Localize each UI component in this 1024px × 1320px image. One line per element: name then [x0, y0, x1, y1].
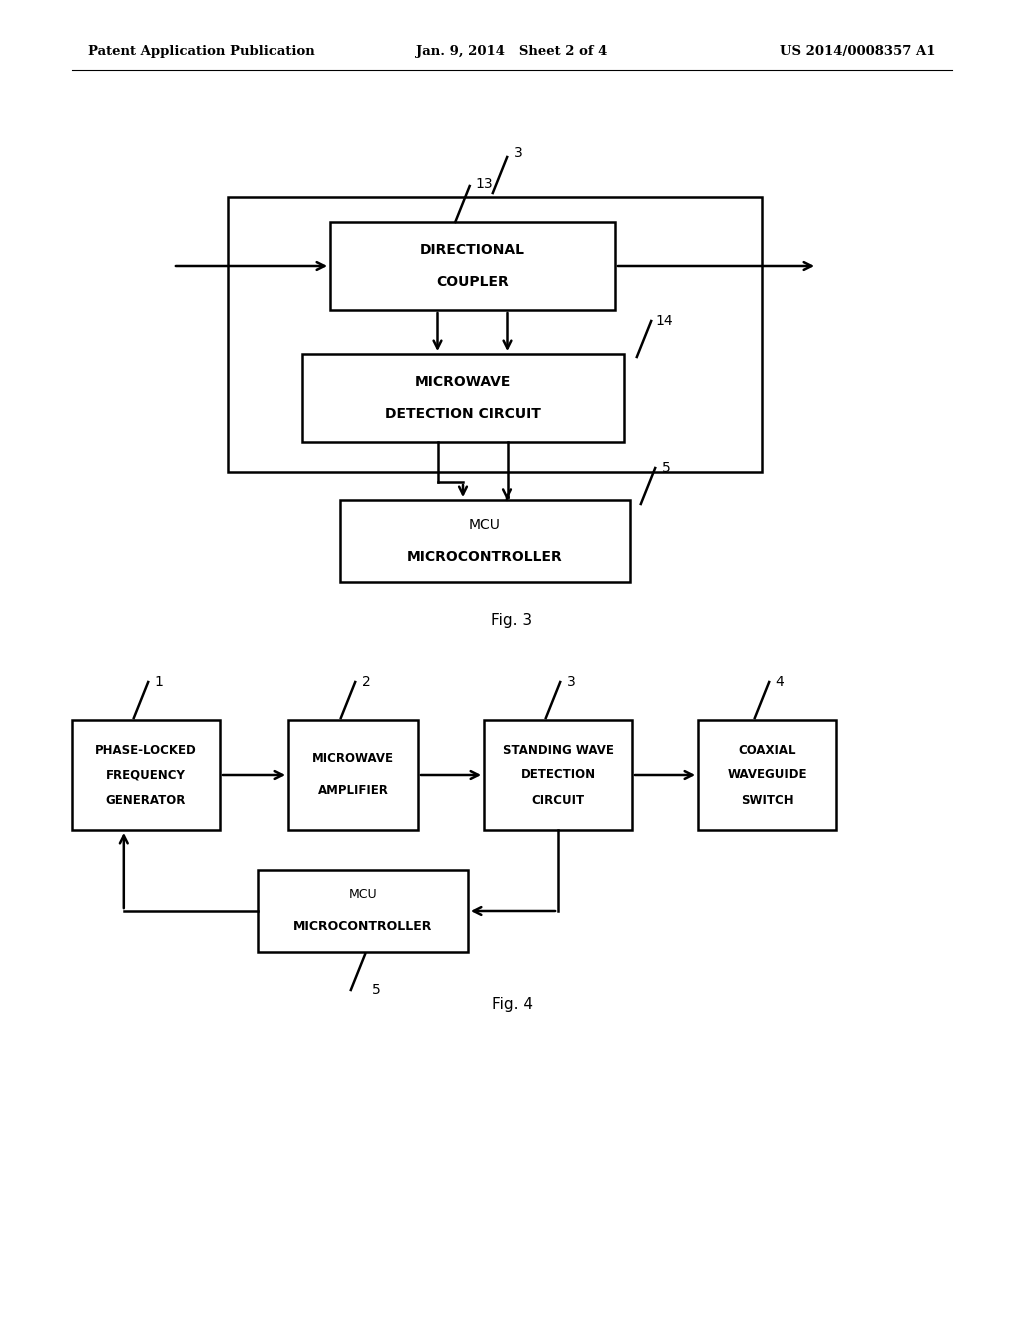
Bar: [484, 719, 632, 830]
Bar: [330, 222, 615, 310]
Bar: [288, 719, 418, 830]
Text: GENERATOR: GENERATOR: [105, 793, 186, 807]
Bar: [302, 354, 624, 442]
Text: STANDING WAVE: STANDING WAVE: [503, 743, 613, 756]
Text: 14: 14: [655, 314, 673, 327]
Bar: [72, 719, 220, 830]
Text: FREQUENCY: FREQUENCY: [106, 768, 186, 781]
Text: 3: 3: [514, 147, 522, 160]
Bar: [228, 197, 762, 473]
Text: DETECTION CIRCUIT: DETECTION CIRCUIT: [385, 407, 541, 421]
Text: 1: 1: [155, 675, 164, 689]
Text: MCU: MCU: [349, 888, 377, 902]
Text: Jan. 9, 2014   Sheet 2 of 4: Jan. 9, 2014 Sheet 2 of 4: [417, 45, 607, 58]
Text: US 2014/0008357 A1: US 2014/0008357 A1: [780, 45, 936, 58]
Bar: [340, 500, 630, 582]
Text: COUPLER: COUPLER: [436, 275, 509, 289]
Text: MCU: MCU: [469, 517, 501, 532]
Text: DIRECTIONAL: DIRECTIONAL: [420, 243, 525, 257]
Text: PHASE-LOCKED: PHASE-LOCKED: [95, 743, 197, 756]
Bar: [698, 719, 836, 830]
Text: COAXIAL: COAXIAL: [738, 743, 796, 756]
Text: Fig. 3: Fig. 3: [492, 612, 532, 627]
Text: 4: 4: [775, 675, 784, 689]
Text: MICROWAVE: MICROWAVE: [415, 375, 511, 389]
Text: DETECTION: DETECTION: [520, 768, 596, 781]
Text: SWITCH: SWITCH: [740, 793, 794, 807]
Text: CIRCUIT: CIRCUIT: [531, 793, 585, 807]
Text: AMPLIFIER: AMPLIFIER: [317, 784, 388, 797]
Text: MICROWAVE: MICROWAVE: [312, 752, 394, 766]
Text: WAVEGUIDE: WAVEGUIDE: [727, 768, 807, 781]
Bar: [258, 870, 468, 952]
Text: 13: 13: [476, 177, 494, 191]
Text: 5: 5: [662, 461, 671, 475]
Text: MICROCONTROLLER: MICROCONTROLLER: [293, 920, 433, 933]
Text: Fig. 4: Fig. 4: [492, 998, 532, 1012]
Text: Patent Application Publication: Patent Application Publication: [88, 45, 314, 58]
Text: 3: 3: [566, 675, 575, 689]
Text: 2: 2: [361, 675, 371, 689]
Text: MICROCONTROLLER: MICROCONTROLLER: [408, 550, 563, 564]
Text: 5: 5: [372, 983, 380, 997]
